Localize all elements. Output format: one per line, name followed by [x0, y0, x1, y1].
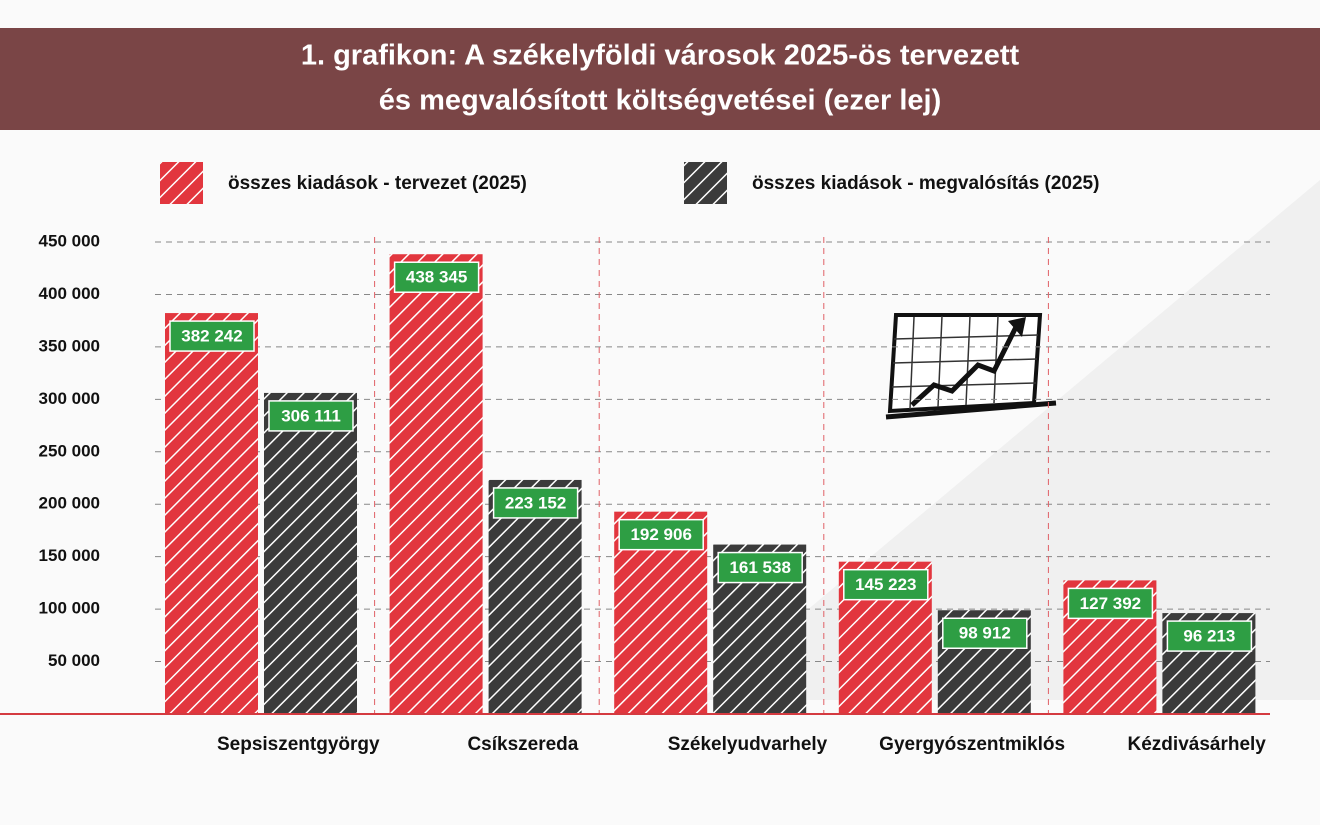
value-label-box — [1166, 620, 1253, 652]
legend-swatch — [160, 162, 203, 204]
laptop-icon — [885, 313, 1057, 420]
bar — [488, 479, 582, 714]
x-tick-label: Csíkszereda — [467, 734, 578, 755]
value-label: 96 213 — [1183, 627, 1235, 646]
y-tick-label: 100 000 — [39, 599, 100, 618]
bar — [264, 392, 357, 714]
y-tick-label: 400 000 — [39, 284, 100, 303]
y-tick-label: 300 000 — [39, 389, 100, 408]
value-label: 382 242 — [181, 327, 242, 346]
value-label-box — [393, 261, 480, 293]
value-label: 161 538 — [729, 558, 790, 577]
y-tick-label: 150 000 — [39, 546, 100, 565]
chart-title: és megvalósított költségvetései (ezer le… — [379, 85, 942, 117]
y-tick-label: 450 000 — [39, 231, 100, 250]
legend-swatch — [684, 162, 727, 204]
value-label-box — [717, 551, 803, 584]
value-label-box — [942, 617, 1028, 650]
value-label: 127 392 — [1080, 594, 1141, 613]
value-label: 98 912 — [959, 624, 1011, 643]
x-tick-label: Sepsiszentgyörgy — [217, 734, 380, 755]
title-banner — [0, 28, 1320, 130]
bar — [165, 313, 258, 714]
legend-label: összes kiadások - megvalósítás (2025) — [752, 173, 1099, 194]
value-label-box — [268, 400, 354, 432]
value-label-box — [618, 518, 704, 551]
value-label: 306 111 — [281, 406, 341, 425]
y-tick-label: 50 000 — [48, 651, 100, 670]
chart-title: 1. grafikon: A székelyföldi városok 2025… — [301, 40, 1020, 72]
value-label: 223 152 — [505, 493, 566, 512]
value-label: 145 223 — [855, 575, 916, 594]
y-tick-label: 200 000 — [39, 494, 100, 513]
y-tick-label: 350 000 — [39, 336, 100, 355]
x-tick-label: Székelyudvarhely — [668, 734, 828, 755]
value-label: 438 345 — [406, 268, 467, 287]
value-label-box — [843, 568, 929, 601]
y-tick-label: 250 000 — [39, 441, 100, 460]
legend-label: összes kiadások - tervezet (2025) — [228, 173, 527, 194]
bar — [389, 254, 483, 714]
x-tick-label: Gyergyószentmiklós — [879, 734, 1065, 755]
value-label-box — [1067, 587, 1154, 620]
x-tick-label: Kézdivásárhely — [1128, 734, 1267, 755]
value-label-box — [169, 320, 255, 352]
value-label: 192 906 — [630, 525, 691, 544]
value-label-box — [492, 487, 579, 519]
